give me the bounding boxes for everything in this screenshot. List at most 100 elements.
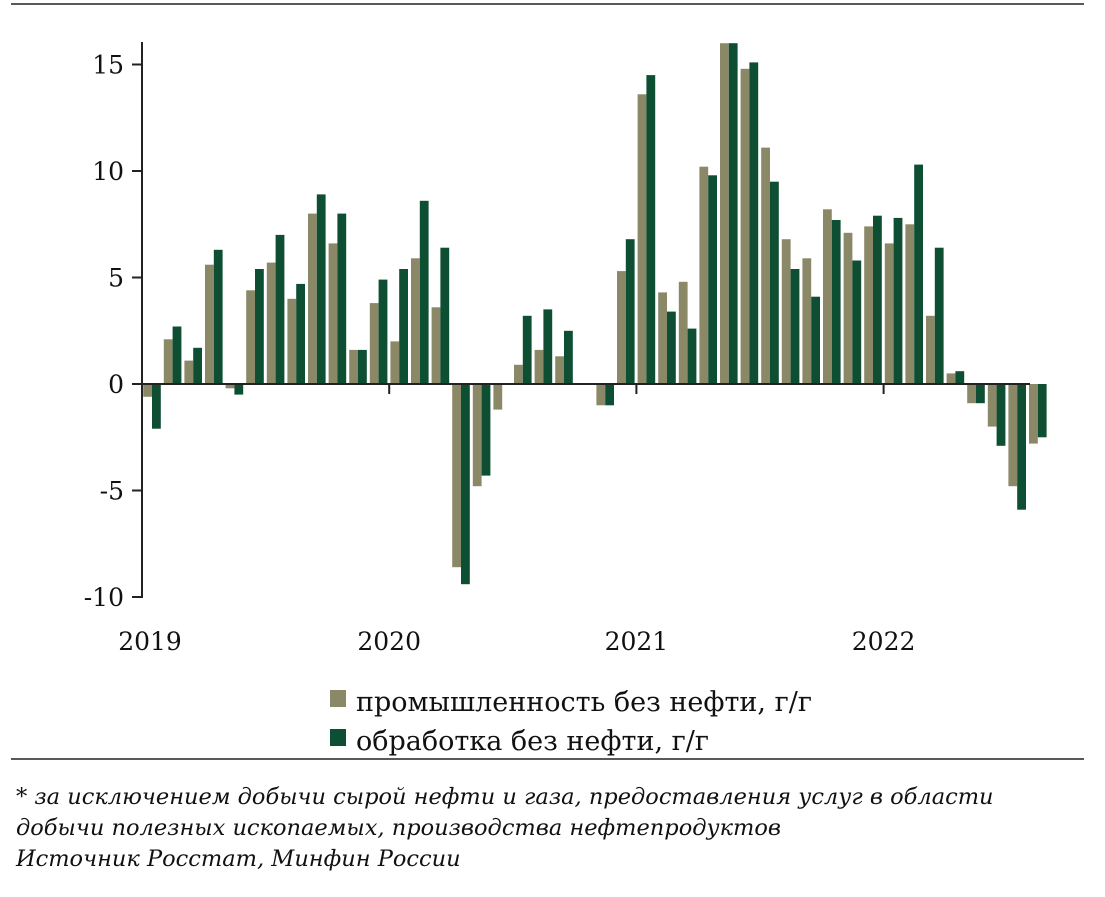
- bar-industry-2021-10: [823, 209, 832, 384]
- bar-industry-2019-04: [205, 264, 214, 384]
- footnote-line-1: * за исключением добычи сырой нефти и га…: [16, 784, 994, 810]
- bar-industry-2021-01: [637, 94, 647, 385]
- bar-industry-2019-01: [143, 384, 152, 397]
- bar-industry-2020-05: [472, 384, 482, 487]
- bar-industry-2021-11: [843, 232, 853, 384]
- bar-industry-2020-03: [431, 307, 441, 384]
- bar-manufacturing-2021-12: [873, 215, 882, 384]
- bar-industry-2019-02: [163, 339, 173, 384]
- bar-industry-2021-04: [699, 166, 709, 384]
- y-tick-label: 0: [108, 370, 124, 399]
- bar-industry-2019-07: [266, 262, 276, 384]
- bar-manufacturing-2020-02: [419, 200, 429, 384]
- bar-manufacturing-2021-02: [667, 311, 676, 384]
- bar-manufacturing-2020-12: [625, 239, 635, 384]
- bar-industry-2022-04: [946, 373, 956, 384]
- bar-industry-2020-08: [534, 349, 544, 384]
- bar-industry-2020-12: [617, 271, 626, 384]
- x-year-label: 2020: [357, 627, 421, 656]
- bar-industry-2021-12: [864, 226, 873, 384]
- bar-manufacturing-2022-01: [893, 217, 903, 384]
- bar-industry-2021-09: [802, 258, 812, 384]
- axes-group: 15 10 5 0 -5 -10 2019 2020 2021 2022: [84, 42, 1030, 656]
- footnote-line-2: добычи полезных ископаемых, производства…: [16, 815, 781, 841]
- bar-manufacturing-2020-09: [564, 330, 573, 385]
- bar-manufacturing-2019-01: [152, 384, 161, 429]
- y-ticks: 15 10 5 0 -5 -10: [84, 51, 142, 612]
- bar-manufacturing-2021-05: [728, 43, 738, 384]
- bar-industry-2022-03: [926, 315, 935, 384]
- x-year-label: 2019: [118, 627, 182, 656]
- bar-industry-2022-06: [987, 384, 997, 427]
- bar-industry-2019-12: [369, 303, 379, 384]
- bar-manufacturing-2020-03: [440, 247, 450, 384]
- bar-industry-2021-06: [740, 68, 750, 385]
- source-note: Источник Росстат, Минфин России: [16, 846, 461, 872]
- bar-industry-2020-01: [390, 341, 400, 384]
- bar-manufacturing-2020-08: [543, 309, 553, 384]
- bar-manufacturing-2019-04: [213, 249, 223, 384]
- bar-industry-2021-08: [781, 239, 791, 384]
- bar-industry-2019-11: [349, 349, 358, 384]
- bar-industry-2019-06: [246, 290, 255, 384]
- bar-manufacturing-2019-10: [337, 213, 347, 384]
- bar-manufacturing-2020-05: [481, 384, 491, 476]
- bar-industry-2022-05: [967, 384, 976, 404]
- bar-manufacturing-2022-08: [1037, 384, 1047, 438]
- bar-manufacturing-2021-08: [790, 269, 800, 384]
- x-year-label: 2022: [852, 627, 916, 656]
- x-year-label: 2021: [605, 627, 669, 656]
- bar-industry-2020-02: [411, 258, 420, 384]
- bar-manufacturing-2022-06: [996, 384, 1006, 446]
- bar-manufacturing-2022-02: [914, 164, 923, 384]
- footnote: * за исключением добычи сырой нефти и га…: [16, 782, 1078, 875]
- bar-manufacturing-2021-07: [770, 181, 779, 384]
- legend: промышленность без нефти, г/г обработка …: [330, 687, 812, 757]
- bar-manufacturing-2021-03: [687, 328, 697, 384]
- bar-manufacturing-2021-11: [852, 260, 862, 384]
- y-tick-label: -5: [100, 477, 124, 506]
- bar-manufacturing-2021-04: [708, 175, 717, 384]
- bar-manufacturing-2022-03: [934, 247, 944, 384]
- bar-manufacturing-2019-12: [378, 279, 388, 384]
- bar-manufacturing-2021-09: [811, 296, 820, 384]
- bar-industry-2020-07: [514, 364, 523, 384]
- bar-manufacturing-2019-11: [358, 349, 367, 384]
- bar-manufacturing-2021-06: [749, 62, 759, 385]
- bar-industry-2021-07: [761, 147, 770, 384]
- bar-manufacturing-2020-11: [605, 384, 614, 406]
- bar-industry-2019-03: [184, 360, 194, 384]
- bar-industry-2022-01: [884, 243, 894, 384]
- bars-group: [143, 43, 1047, 585]
- bar-manufacturing-2020-01: [399, 269, 408, 384]
- y-tick-label: 10: [92, 157, 124, 186]
- legend-label-industry: промышленность без нефти, г/г: [356, 687, 812, 718]
- bar-industry-2020-09: [555, 356, 564, 384]
- bar-industry-2019-09: [308, 213, 317, 384]
- legend-swatch-manufacturing: [330, 729, 346, 746]
- bar-industry-2020-04: [452, 384, 461, 568]
- bar-manufacturing-2022-05: [976, 384, 985, 404]
- chart: 15 10 5 0 -5 -10 2019 2020 2021 2022 промышленно…: [11, 3, 1084, 760]
- bar-manufacturing-2022-04: [955, 371, 965, 384]
- y-tick-label: 15: [92, 51, 124, 80]
- bar-industry-2022-08: [1029, 384, 1038, 444]
- bar-manufacturing-2021-10: [831, 220, 841, 384]
- bar-industry-2020-06: [493, 384, 503, 410]
- bar-manufacturing-2019-08: [296, 283, 305, 384]
- bar-manufacturing-2020-04: [461, 384, 470, 585]
- y-tick-label: 5: [108, 264, 124, 293]
- y-tick-label: -10: [84, 583, 124, 612]
- bar-manufacturing-2020-07: [522, 315, 532, 384]
- bar-industry-2022-02: [905, 224, 915, 385]
- bar-industry-2019-08: [287, 298, 297, 384]
- bar-manufacturing-2022-07: [1017, 384, 1026, 510]
- bar-manufacturing-2021-01: [646, 75, 656, 384]
- bar-industry-2021-02: [658, 292, 667, 384]
- bar-industry-2021-05: [720, 43, 729, 384]
- bar-manufacturing-2019-06: [255, 269, 264, 384]
- bar-manufacturing-2019-07: [275, 234, 285, 384]
- bar-manufacturing-2019-09: [316, 194, 326, 384]
- legend-swatch-industry: [330, 690, 346, 707]
- bar-industry-2019-10: [328, 243, 338, 384]
